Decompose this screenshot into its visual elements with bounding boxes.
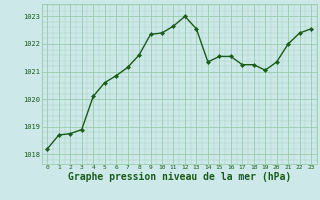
X-axis label: Graphe pression niveau de la mer (hPa): Graphe pression niveau de la mer (hPa) (68, 172, 291, 182)
